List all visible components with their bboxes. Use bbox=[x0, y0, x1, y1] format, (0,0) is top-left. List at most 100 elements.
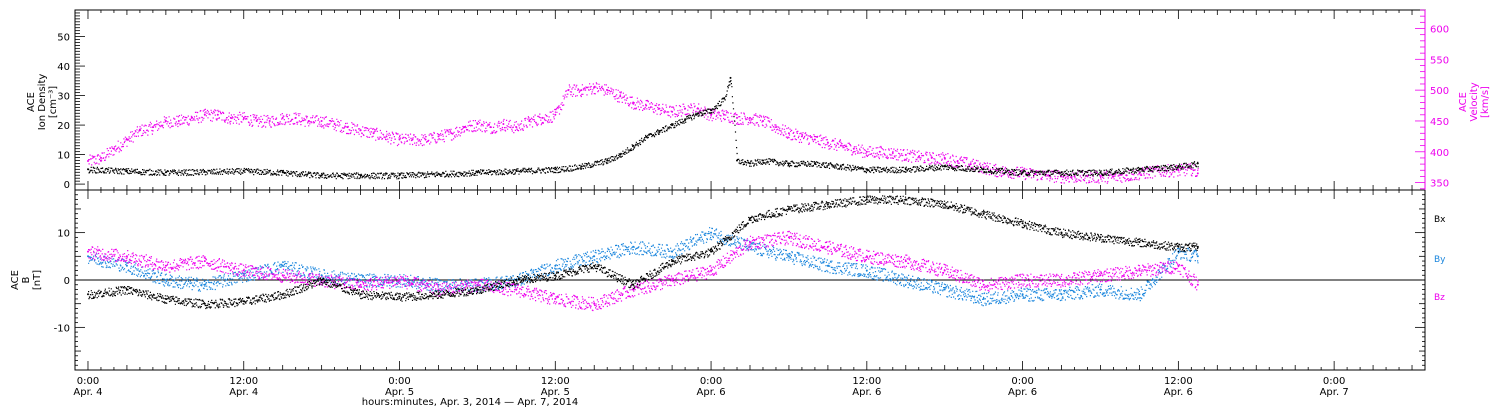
bx-point bbox=[398, 295, 401, 298]
bz-point bbox=[281, 274, 284, 277]
density-point bbox=[1138, 168, 1141, 171]
data-layer bbox=[87, 76, 1199, 312]
bz-point bbox=[904, 260, 907, 263]
velocity-point bbox=[190, 116, 193, 119]
bz-point bbox=[87, 250, 89, 253]
bz-point bbox=[943, 269, 946, 272]
by-point bbox=[281, 264, 284, 267]
x-tick-label-date: Apr. 6 bbox=[852, 387, 881, 398]
density-point bbox=[762, 159, 764, 162]
density-point bbox=[1177, 165, 1180, 168]
by-point bbox=[1060, 293, 1063, 296]
x-tick-label-date: Apr. 5 bbox=[385, 387, 414, 398]
velocity-point bbox=[813, 138, 816, 141]
bz-point bbox=[437, 288, 440, 291]
field-label-line2: B bbox=[21, 276, 32, 283]
velocity-tick-label: 400 bbox=[1430, 148, 1449, 159]
density-point bbox=[242, 169, 245, 172]
velocity-point bbox=[956, 160, 959, 162]
bx-point bbox=[87, 293, 89, 296]
legend-bz: Bz bbox=[1434, 293, 1445, 303]
velocity-point bbox=[112, 147, 115, 150]
velocity-point bbox=[554, 113, 557, 116]
velocity-tick-label: 600 bbox=[1430, 24, 1449, 35]
density-point bbox=[710, 109, 713, 112]
x-tick-label-date: Apr. 4 bbox=[229, 387, 258, 398]
bz-point bbox=[1060, 279, 1063, 281]
velocity-point bbox=[372, 132, 375, 135]
density-point bbox=[787, 162, 790, 165]
velocity-point bbox=[1196, 172, 1199, 175]
velocity-point bbox=[632, 101, 635, 104]
bz-point bbox=[164, 264, 167, 267]
velocity-point bbox=[177, 120, 180, 122]
velocity-tick-label: 350 bbox=[1430, 179, 1449, 190]
velocity-point bbox=[528, 120, 531, 122]
by-point bbox=[1099, 288, 1102, 291]
density-tick-label: 0 bbox=[64, 180, 70, 191]
bx-point bbox=[671, 260, 674, 263]
density-tick-label: 30 bbox=[57, 92, 70, 103]
velocity-point bbox=[138, 129, 141, 132]
velocity-axis-label: ACE Velocity [km/s] bbox=[1458, 82, 1491, 121]
velocity-point bbox=[437, 135, 440, 138]
bx-point bbox=[1177, 245, 1180, 248]
field-axis-label: ACE B [nT] bbox=[10, 270, 43, 290]
bz-point bbox=[359, 283, 362, 286]
bx-point bbox=[359, 293, 362, 296]
density-point bbox=[839, 165, 842, 168]
density-points bbox=[88, 80, 1199, 180]
density-point bbox=[684, 118, 687, 121]
velocity-tick-label: 450 bbox=[1430, 117, 1449, 128]
by-series bbox=[87, 227, 1199, 307]
by-point bbox=[593, 255, 596, 258]
bx-point bbox=[632, 283, 635, 286]
density-point bbox=[554, 168, 557, 171]
density-point bbox=[580, 165, 583, 168]
bz-point bbox=[787, 236, 790, 239]
density-tick-label: 40 bbox=[57, 62, 70, 73]
bz-point bbox=[865, 255, 868, 258]
velocity-point bbox=[645, 104, 648, 107]
velocity-points bbox=[88, 82, 1199, 184]
by-points bbox=[88, 227, 1199, 307]
density-point bbox=[1099, 171, 1102, 174]
density-point bbox=[723, 97, 725, 100]
velocity-tick-label: 500 bbox=[1430, 86, 1449, 97]
velocity-point bbox=[87, 160, 89, 162]
density-point bbox=[1196, 162, 1199, 165]
velocity-point bbox=[1086, 175, 1089, 178]
density-point bbox=[125, 169, 128, 172]
bz-point bbox=[203, 260, 206, 263]
velocity-point bbox=[333, 123, 336, 125]
velocity-point bbox=[606, 89, 609, 92]
velocity-label-line1: ACE bbox=[1458, 92, 1469, 112]
x-tick-label-date: Apr. 7 bbox=[1320, 387, 1349, 398]
velocity-point bbox=[489, 126, 492, 129]
density-tick-label: 20 bbox=[57, 121, 70, 132]
density-point bbox=[1021, 171, 1024, 174]
bz-series bbox=[87, 230, 1199, 312]
bx-point bbox=[710, 250, 713, 253]
density-series bbox=[87, 76, 1199, 180]
bz-point bbox=[515, 288, 518, 291]
density-point bbox=[729, 76, 732, 79]
velocity-point bbox=[878, 150, 881, 153]
velocity-point bbox=[281, 116, 284, 119]
velocity-point bbox=[229, 116, 232, 119]
bx-series bbox=[87, 195, 1199, 310]
velocity-tick-label: 550 bbox=[1430, 55, 1449, 66]
density-point bbox=[281, 171, 284, 174]
bx-point bbox=[826, 203, 829, 206]
velocity-point bbox=[930, 156, 933, 159]
bx-point bbox=[865, 198, 868, 201]
bx-point bbox=[1060, 231, 1063, 234]
velocity-point bbox=[268, 120, 271, 122]
bz-point bbox=[476, 283, 479, 286]
bz-point bbox=[982, 283, 985, 286]
by-point bbox=[320, 274, 323, 277]
by-point bbox=[1196, 255, 1199, 258]
bz-point bbox=[125, 255, 128, 258]
density-point bbox=[904, 168, 907, 171]
velocity-point bbox=[943, 156, 946, 159]
